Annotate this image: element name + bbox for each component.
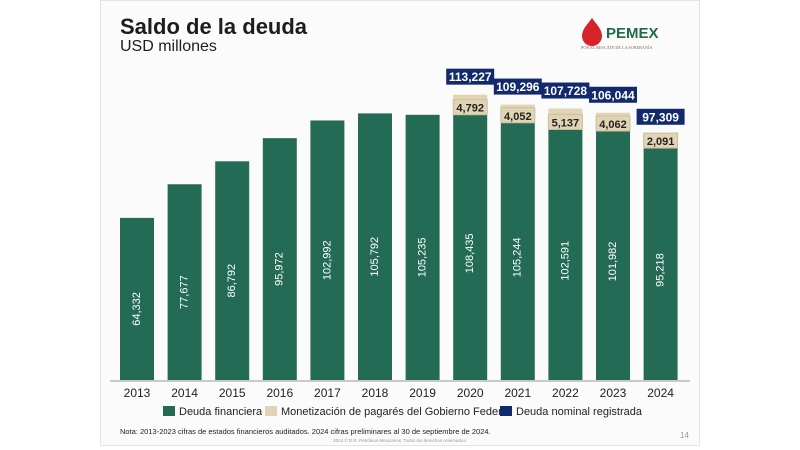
footnote: Nota: 2013-2023 cifras de estados financ… [120, 427, 491, 436]
legend-label: Deuda financiera [179, 406, 263, 418]
x-tick-label: 2021 [504, 386, 531, 400]
label-deuda-financiera: 105,244 [512, 238, 524, 278]
label-box-deuda-nominal [541, 82, 590, 99]
x-tick-label: 2014 [171, 386, 198, 400]
label-deuda-financiera: 102,591 [559, 241, 571, 281]
label-deuda-financiera: 108,435 [464, 233, 476, 273]
label-deuda-financiera: 105,235 [417, 238, 429, 278]
bar-deuda-financiera [500, 114, 535, 380]
label-box-monetizacion [595, 115, 631, 132]
label-deuda-nominal: 109,296 [496, 80, 540, 94]
label-deuda-financiera: 64,332 [131, 292, 143, 326]
label-box-deuda-nominal [493, 78, 542, 95]
legend-swatch [500, 406, 512, 416]
x-tick-label: 2024 [647, 386, 674, 400]
pemex-drop-icon [582, 18, 602, 46]
label-monetizacion: 4,792 [456, 103, 484, 115]
bar-deuda-financiera [405, 114, 440, 380]
x-tick-label: 2015 [219, 386, 246, 400]
page-subtitle: USD millones [120, 38, 217, 55]
label-box-deuda-nominal [636, 108, 685, 125]
label-box-monetizacion [500, 107, 536, 124]
label-box-monetizacion [452, 99, 488, 116]
pemex-logo: PEMEX POR EL RESCATE DE LA SOBERANÍA [581, 18, 659, 50]
x-tick-label: 2018 [362, 386, 389, 400]
label-deuda-financiera: 95,972 [274, 252, 286, 286]
x-tick-label: 2017 [314, 386, 341, 400]
bar-deuda-financiera [167, 184, 202, 380]
label-deuda-financiera: 105,792 [369, 237, 381, 277]
bar-deuda-financiera [643, 140, 678, 380]
x-tick-label: 2019 [409, 386, 436, 400]
label-deuda-financiera: 77,677 [179, 275, 191, 309]
label-monetizacion: 4,052 [504, 111, 532, 123]
x-tick-label: 2020 [457, 386, 484, 400]
x-tick-label: 2013 [124, 386, 151, 400]
bar-deuda-financiera [453, 106, 488, 380]
label-deuda-financiera: 86,792 [226, 264, 238, 298]
legend-swatch [163, 406, 175, 416]
bar-deuda-financiera [310, 120, 345, 381]
label-deuda-nominal: 106,044 [591, 88, 635, 102]
label-monetizacion: 4,062 [599, 119, 627, 131]
label-box-monetizacion [643, 132, 679, 149]
label-deuda-financiera: 95,218 [655, 253, 667, 287]
bar-deuda-financiera [358, 113, 392, 380]
label-monetizacion: 5,137 [552, 117, 580, 129]
label-box-deuda-nominal [446, 68, 495, 85]
label-deuda-nominal: 113,227 [449, 70, 492, 84]
x-tick-label: 2022 [552, 386, 579, 400]
x-tick-label: 2016 [266, 386, 293, 400]
label-monetizacion: 2,091 [647, 136, 675, 148]
bar-deuda-financiera [596, 123, 630, 380]
label-deuda-financiera: 101,982 [607, 242, 619, 282]
legend-label: Deuda nominal registrada [516, 406, 643, 418]
page-number: 14 [680, 431, 689, 440]
legend-swatch [265, 406, 277, 416]
bar-deuda-financiera [262, 138, 297, 380]
svg-text:POR EL RESCATE DE LA SOBERANÍA: POR EL RESCATE DE LA SOBERANÍA [581, 45, 652, 50]
label-box-deuda-nominal [589, 86, 637, 103]
svg-text:PEMEX: PEMEX [606, 25, 659, 42]
label-box-monetizacion [547, 113, 583, 130]
page-title: Saldo de la deuda [120, 14, 308, 39]
label-deuda-nominal: 97,309 [642, 110, 679, 124]
x-tick-label: 2023 [600, 386, 627, 400]
bar-deuda-financiera [548, 121, 583, 381]
legend-label: Monetización de pagarés del Gobierno Fed… [281, 406, 510, 418]
label-deuda-nominal: 107,728 [544, 84, 588, 98]
copyright: 2024 © D.R. Petróleos Mexicanos. Todos l… [333, 438, 467, 443]
label-deuda-financiera: 102,992 [321, 240, 333, 280]
bar-deuda-financiera [120, 217, 154, 380]
bar-deuda-financiera [215, 161, 250, 380]
